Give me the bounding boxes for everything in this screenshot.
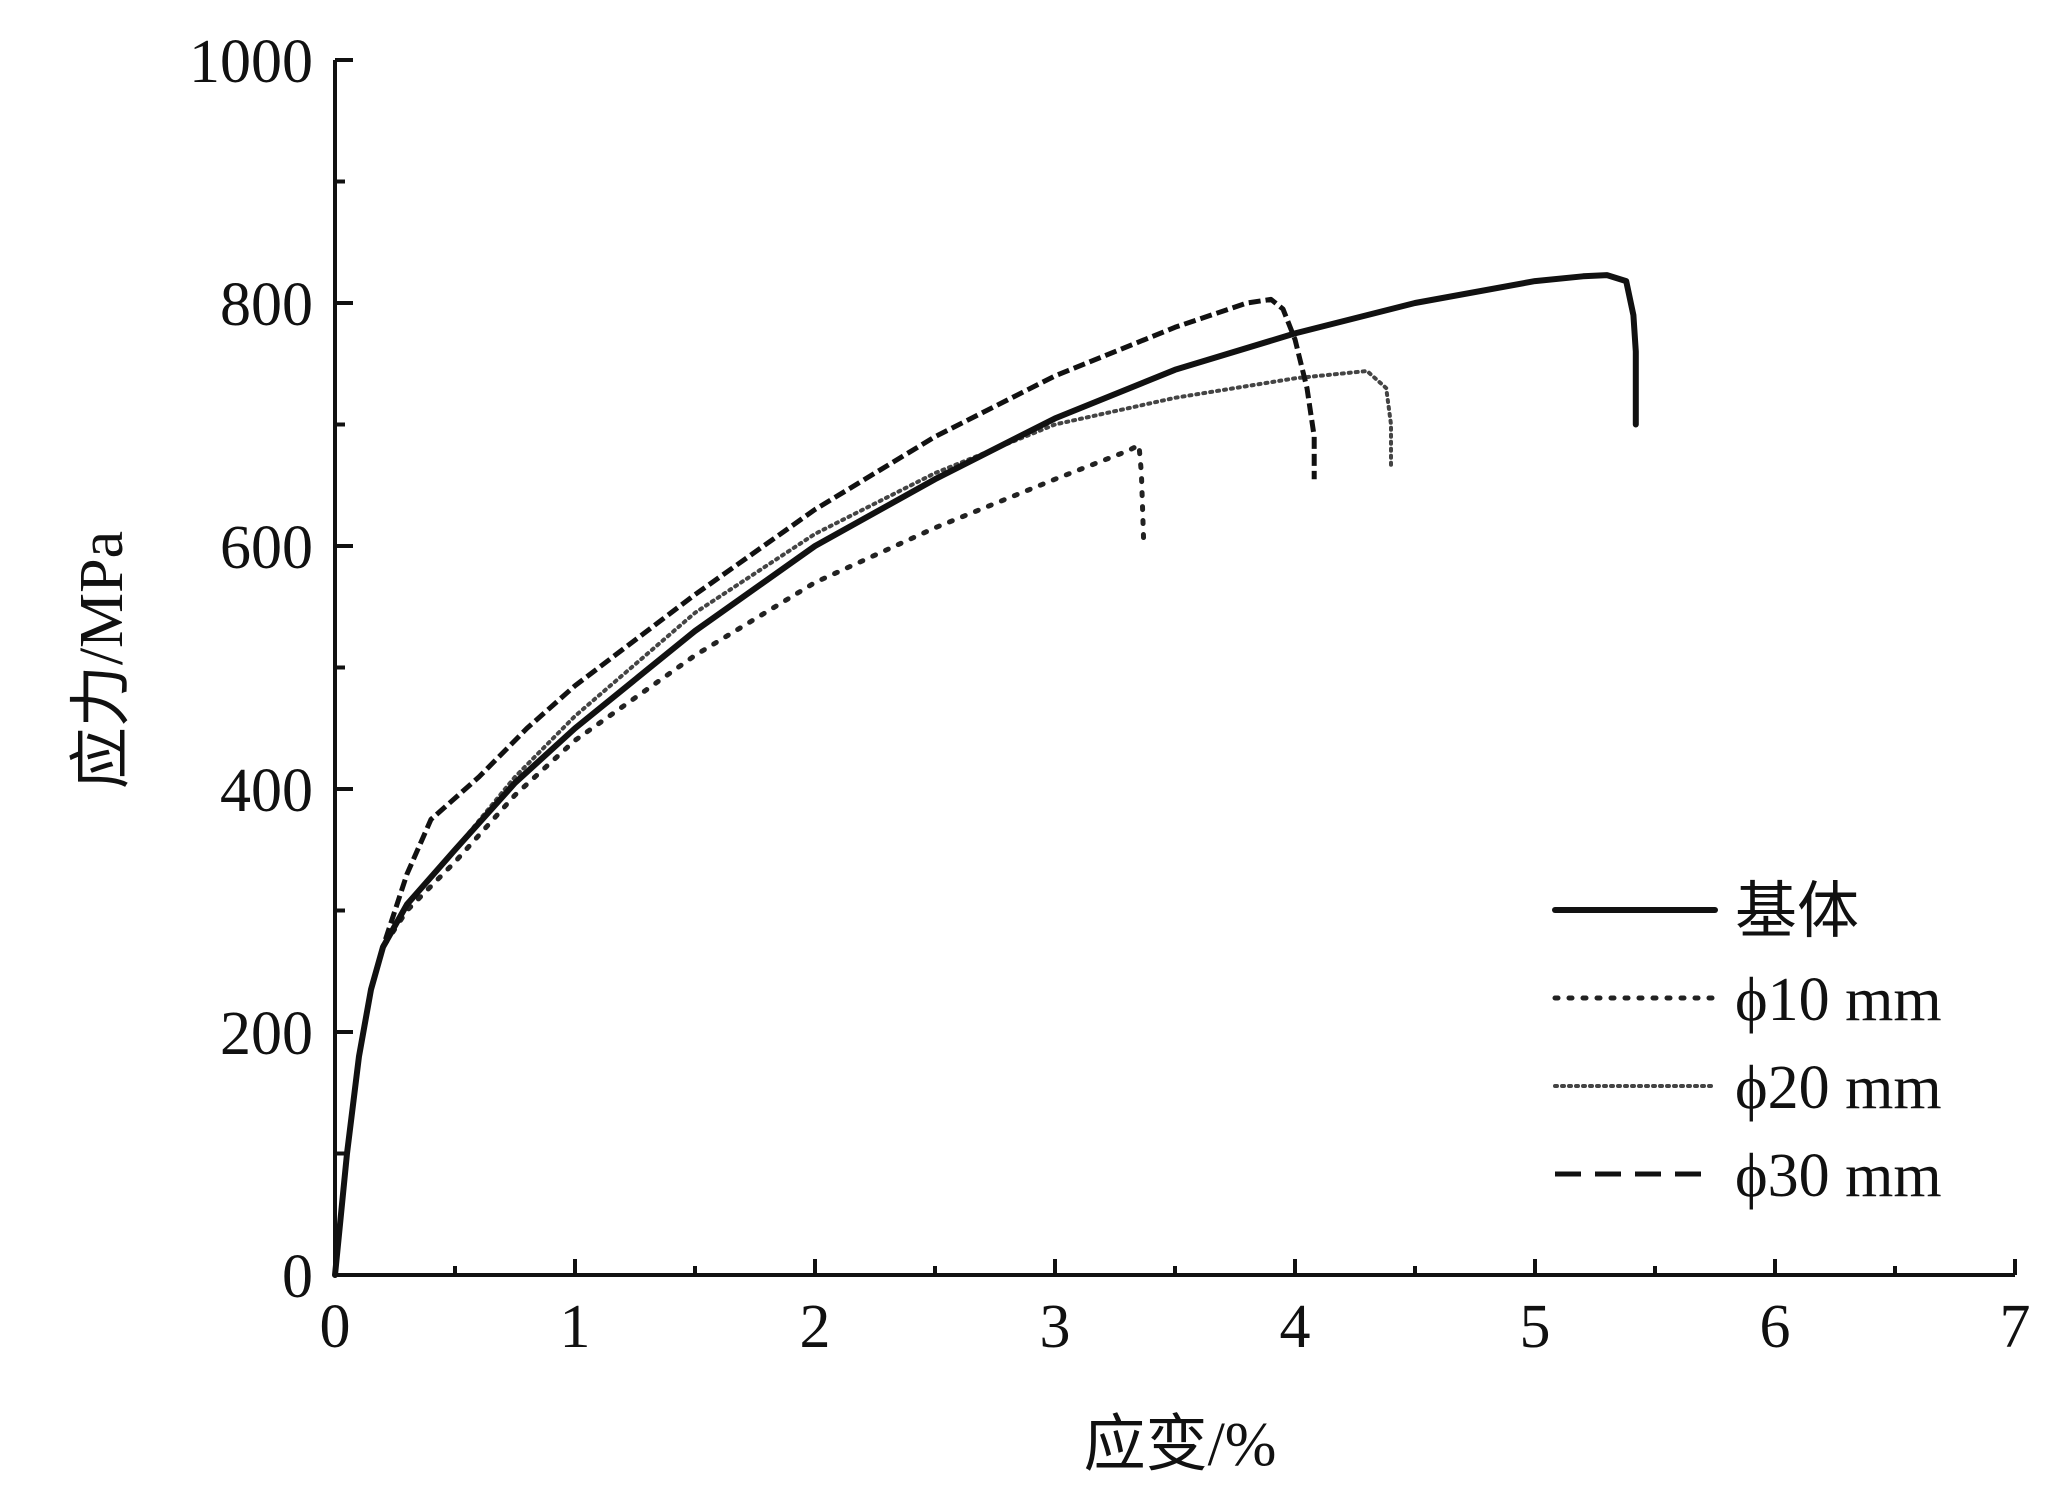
x-tick-label: 6 <box>1760 1293 1791 1361</box>
y-tick-label: 400 <box>220 757 313 825</box>
legend-label-3: ϕ30 mm <box>1735 1142 1942 1210</box>
x-tick-label: 2 <box>800 1293 831 1361</box>
series-line-0 <box>332 272 1639 1278</box>
x-tick-label: 1 <box>560 1293 591 1361</box>
legend-label-0: 基体 <box>1735 878 1859 946</box>
x-tick-label: 4 <box>1280 1293 1311 1361</box>
x-tick-label: 7 <box>2000 1293 2031 1361</box>
x-tick-label: 3 <box>1040 1293 1071 1361</box>
y-tick-label: 0 <box>282 1243 313 1311</box>
legend-label-2: ϕ20 mm <box>1735 1054 1942 1122</box>
y-tick-label: 1000 <box>189 28 313 96</box>
legend-label-1: ϕ10 mm <box>1735 966 1942 1034</box>
series-line-1 <box>332 442 1147 1278</box>
x-tick-label: 0 <box>320 1293 351 1361</box>
y-axis-title: 应力/MPa <box>68 531 136 789</box>
series-lines <box>332 272 1639 1278</box>
y-tick-label: 200 <box>220 1000 313 1068</box>
series-line-3 <box>332 296 1317 1276</box>
legend: 基体 ϕ10 mm ϕ20 mm ϕ30 mm <box>1552 878 1942 1210</box>
x-tick-label: 5 <box>1520 1293 1551 1361</box>
x-axis-title: 应变/% <box>1084 1411 1277 1479</box>
axes: 0 1 2 3 4 5 6 7 0 200 400 600 800 1000 <box>189 28 2031 1361</box>
series-line-2 <box>333 369 1393 1277</box>
y-tick-label: 800 <box>220 271 313 339</box>
y-tick-label: 600 <box>220 514 313 582</box>
